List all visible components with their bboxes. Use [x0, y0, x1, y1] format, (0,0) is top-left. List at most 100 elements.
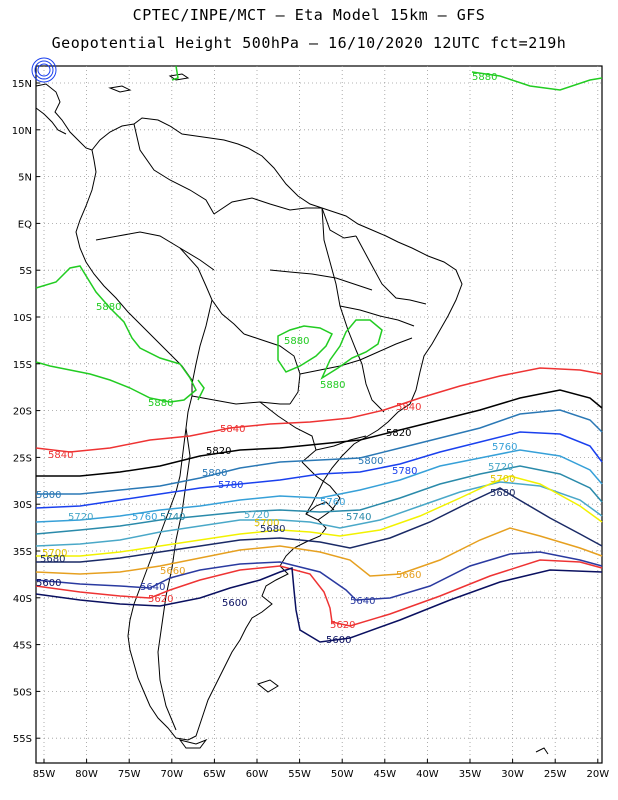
latitude-axis: 15N 10N 5N EQ 5S 10S 15S 20S 25S 30S 35S 40S 45S 50S 5…	[12, 79, 40, 745]
contour-5780	[35, 431, 603, 509]
lon-tick-label: 35W	[459, 769, 482, 780]
label-5780-a: 5780	[218, 480, 243, 491]
lat-tick-label: 5S	[19, 266, 32, 277]
contour-5680	[36, 487, 603, 563]
label-5800-b: 5800	[202, 468, 227, 479]
label-5600-b: 5600	[222, 598, 247, 609]
central-america-coast-2	[35, 107, 67, 135]
caribbean-island-1	[108, 85, 132, 93]
longitude-axis: 85W 80W 75W 70W 65W 60W 55W 50W 45W 40W 35W 30W 25W 2…	[33, 759, 609, 780]
coastline-and-borders	[35, 73, 549, 755]
contour-labels: 5880 5880 5880 5880 5880 5840 5840 5840 …	[36, 72, 517, 646]
border-brazil-internal-3	[321, 207, 363, 365]
label-5640-a: 5640	[140, 582, 165, 593]
low-pressure-rings	[31, 57, 57, 83]
label-5620-a: 5620	[148, 594, 173, 605]
lat-tick-label: 10S	[13, 313, 32, 324]
contour-5600	[35, 566, 603, 643]
border-brazil-internal-5	[361, 363, 385, 413]
label-5820-a: 5820	[206, 446, 231, 457]
label-5600-c: 5600	[326, 635, 351, 646]
south-georgia	[535, 747, 549, 755]
label-5680-c: 5680	[490, 488, 515, 499]
tierra-del-fuego	[178, 738, 208, 749]
contour-5740	[35, 465, 603, 535]
contour-5880-small-2	[197, 379, 205, 401]
lon-tick-label: 85W	[33, 769, 56, 780]
contour-5640	[35, 551, 603, 601]
label-5720-c: 5720	[488, 462, 513, 473]
label-5640-b: 5640	[350, 596, 375, 607]
label-5680-a: 5680	[40, 554, 65, 565]
border-bolivia-south	[191, 395, 290, 405]
map-frame	[35, 65, 603, 764]
contour-5880-north	[471, 71, 603, 91]
label-5880-a: 5880	[472, 72, 497, 83]
border-paraguay	[259, 401, 317, 463]
lon-tick-label: 70W	[160, 769, 183, 780]
label-5800-c: 5800	[358, 456, 383, 467]
lat-tick-label: 5N	[18, 173, 32, 184]
contour-5880-interior-1	[277, 325, 334, 373]
border-brazil-internal-6	[315, 435, 367, 451]
lon-tick-label: 80W	[75, 769, 98, 780]
label-5800-a: 5800	[36, 490, 61, 501]
contour-5880-small-1	[171, 65, 179, 81]
border-venezuela-brazil	[213, 197, 322, 215]
lon-tick-label: 65W	[203, 769, 226, 780]
label-5700-c: 5700	[490, 474, 515, 485]
label-5660-b: 5660	[396, 570, 421, 581]
contour-5620	[35, 559, 603, 627]
contour-5880-interior-2	[320, 319, 383, 380]
lon-tick-label: 25W	[544, 769, 567, 780]
height-contours	[35, 65, 603, 643]
border-uruguay	[305, 501, 335, 515]
border-brazil-internal-4	[269, 269, 373, 291]
lat-tick-label: 10N	[12, 126, 32, 137]
lat-tick-label: 15S	[13, 360, 32, 371]
lon-tick-label: 30W	[501, 769, 524, 780]
falklands-islands	[256, 679, 279, 693]
lon-tick-label: 45W	[373, 769, 396, 780]
lon-tick-label: 60W	[246, 769, 269, 780]
lat-tick-label: 35S	[13, 547, 32, 558]
label-5880-b: 5880	[96, 302, 121, 313]
label-5760-c: 5760	[492, 442, 517, 453]
lat-tick-label: EQ	[18, 219, 32, 230]
central-america-coast	[35, 83, 93, 151]
contour-5700	[36, 475, 603, 557]
label-5780-b: 5780	[392, 466, 417, 477]
label-5820-b: 5820	[386, 428, 411, 439]
lon-tick-label: 40W	[416, 769, 439, 780]
contour-5820	[36, 389, 603, 477]
lon-tick-label: 55W	[288, 769, 311, 780]
lat-tick-label: 55S	[13, 734, 32, 745]
label-5880-c: 5880	[284, 336, 309, 347]
border-chile-argentina	[157, 427, 191, 731]
map-title-line1: CPTEC/INPE/MCT – Eta Model 15km – GFS	[132, 6, 486, 24]
label-5720-b: 5720	[244, 510, 269, 521]
label-5720-a: 5720	[68, 512, 93, 523]
lat-tick-label: 50S	[13, 687, 32, 698]
map-title-line2: Geopotential Height 500hPa – 16/10/2020 …	[51, 34, 567, 52]
lat-tick-label: 30S	[13, 500, 32, 511]
label-5680-b: 5680	[260, 524, 285, 535]
south-america-coast	[75, 117, 463, 741]
border-brazil-internal-7	[339, 305, 415, 327]
label-5740-a: 5740	[160, 512, 185, 523]
label-5840-a: 5840	[396, 402, 421, 413]
contour-5800	[36, 409, 603, 495]
lon-tick-label: 50W	[331, 769, 354, 780]
lat-lon-grid	[36, 66, 602, 763]
contour-5720	[35, 481, 603, 547]
label-5700-a: 5700	[42, 548, 67, 559]
label-5880-d: 5880	[320, 380, 345, 391]
label-5620-b: 5620	[330, 620, 355, 631]
lon-tick-label: 75W	[118, 769, 141, 780]
contour-5760	[35, 449, 603, 523]
lat-tick-label: 45S	[13, 641, 32, 652]
label-5660-a: 5660	[160, 566, 185, 577]
label-5880-e: 5880	[148, 398, 173, 409]
contour-5880-coast	[35, 265, 197, 403]
